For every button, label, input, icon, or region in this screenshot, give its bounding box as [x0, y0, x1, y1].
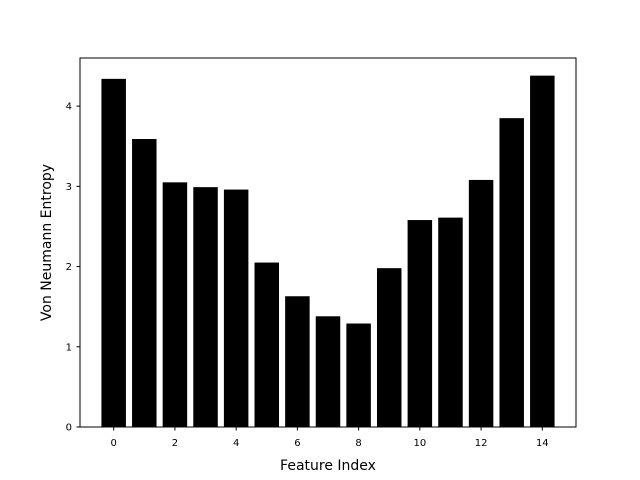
x-tick-label-8: 8 — [355, 438, 361, 449]
x-axis-label: Feature Index — [280, 458, 376, 474]
bar-feature-4 — [223, 189, 249, 427]
y-tick-label-0: 0 — [66, 423, 72, 434]
x-tick-label-10: 10 — [413, 438, 426, 449]
x-axis-ticks: 0 2 4 6 8 10 12 14 — [110, 427, 549, 449]
bar-feature-10 — [407, 220, 433, 427]
bar-feature-9 — [376, 268, 402, 427]
bars — [101, 75, 555, 428]
bar-feature-6 — [285, 296, 310, 427]
y-axis-ticks: 0 1 2 3 4 — [66, 102, 80, 434]
plot-frame — [79, 57, 577, 428]
bar-feature-14 — [530, 75, 555, 428]
y-tick-label-4: 4 — [66, 102, 72, 113]
bar-feature-7 — [315, 316, 341, 427]
x-tick-label-0: 0 — [110, 438, 116, 449]
x-tick-label-14: 14 — [536, 438, 549, 449]
x-tick-label-2: 2 — [172, 438, 178, 449]
bar-feature-12 — [468, 179, 494, 427]
bar-feature-8 — [346, 323, 371, 427]
bar-feature-0 — [101, 78, 126, 428]
y-tick-label-2: 2 — [66, 262, 72, 273]
x-tick-label-12: 12 — [475, 438, 488, 449]
bar-feature-1 — [132, 139, 157, 427]
bar-feature-13 — [499, 118, 524, 427]
y-tick-label-3: 3 — [66, 182, 72, 193]
bar-feature-11 — [438, 217, 463, 427]
bar-feature-5 — [254, 262, 280, 427]
x-tick-label-6: 6 — [294, 438, 300, 449]
y-tick-label-1: 1 — [66, 342, 72, 353]
bar-feature-2 — [162, 182, 188, 427]
y-axis-label: Von Neumann Entropy — [39, 164, 55, 321]
bar-feature-3 — [193, 187, 218, 427]
x-tick-label-4: 4 — [233, 438, 239, 449]
